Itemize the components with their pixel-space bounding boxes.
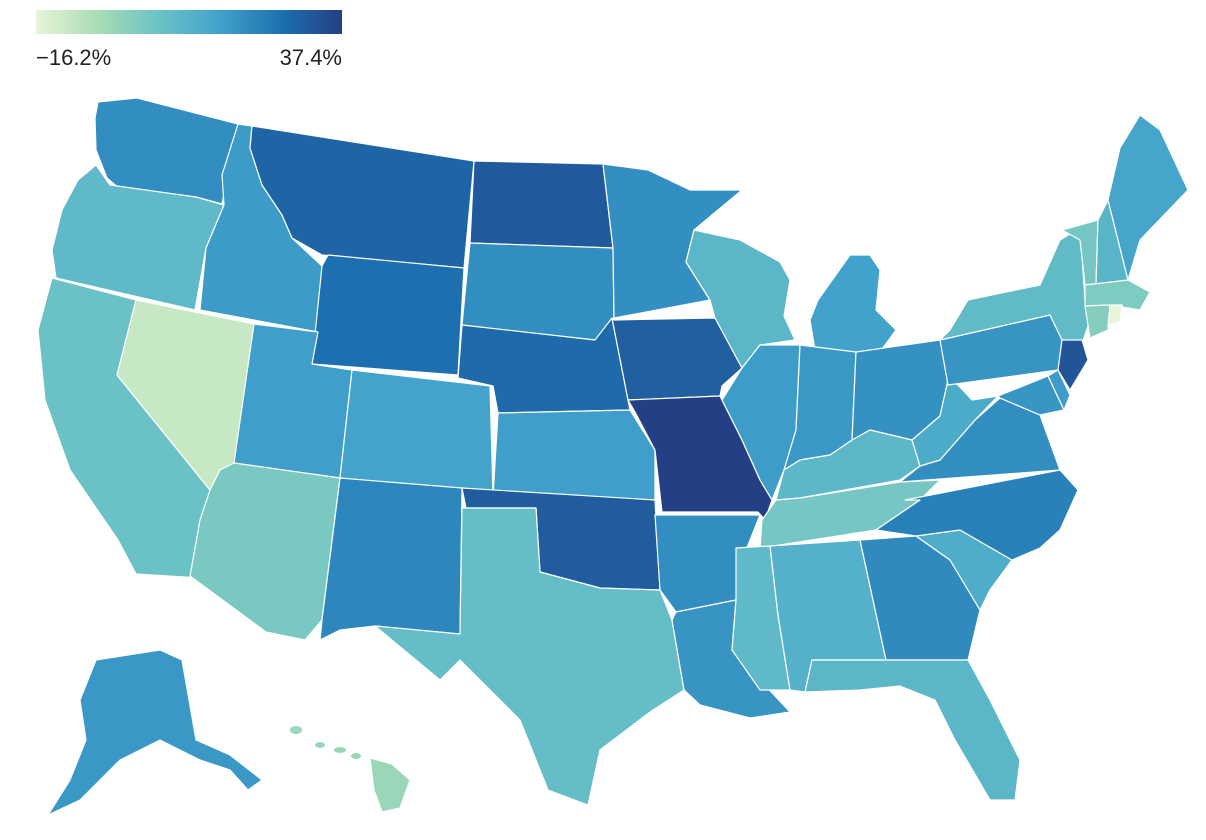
state-wy[interactable] — [311, 254, 465, 376]
state-co[interactable] — [339, 369, 494, 498]
state-ak[interactable] — [47, 649, 263, 816]
state-nc[interactable] — [875, 469, 1079, 561]
hawaii-island-4 — [351, 753, 361, 759]
state-hi[interactable] — [369, 757, 411, 813]
state-mi[interactable] — [809, 254, 897, 356]
state-me[interactable] — [1107, 114, 1189, 281]
state-ri[interactable] — [1107, 304, 1123, 327]
state-sd[interactable] — [461, 242, 615, 341]
hawaii-island-2 — [315, 742, 325, 748]
state-nd[interactable] — [469, 160, 614, 249]
legend-max-label: 37.4% — [279, 45, 342, 70]
state-or[interactable] — [51, 164, 225, 311]
state-az[interactable] — [189, 462, 341, 641]
state-fl[interactable] — [804, 659, 1021, 801]
hawaii-island-3 — [334, 747, 346, 753]
state-mt[interactable] — [249, 125, 475, 269]
hawaii-island-1 — [290, 726, 302, 734]
legend-min-label: −16.2% — [36, 45, 112, 70]
color-legend: −16.2% 37.4% — [36, 10, 342, 75]
state-nm[interactable] — [319, 477, 463, 641]
state-il[interactable] — [721, 344, 801, 501]
state-wv[interactable] — [911, 379, 999, 467]
state-de[interactable] — [1047, 369, 1071, 411]
state-tx[interactable] — [374, 507, 685, 806]
state-ks[interactable] — [492, 409, 656, 501]
state-nj[interactable] — [1057, 339, 1089, 391]
state-ct[interactable] — [1084, 304, 1111, 339]
legend-gradient-bar — [36, 10, 342, 34]
state-md[interactable] — [997, 375, 1065, 416]
state-wi[interactable] — [685, 229, 796, 369]
